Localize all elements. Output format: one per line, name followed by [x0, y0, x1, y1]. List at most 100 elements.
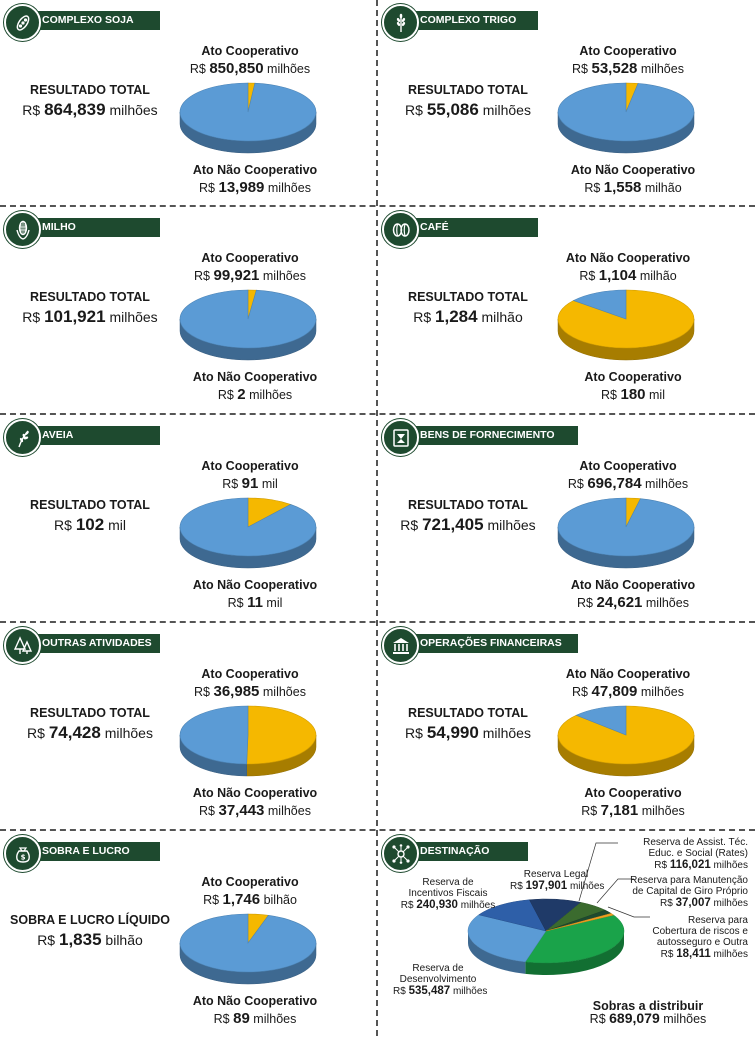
- pie-slice-6-side: [525, 931, 624, 975]
- slice-title: Ato Cooperativo: [579, 44, 677, 58]
- slice-value: R$ 7,181 milhões: [553, 802, 713, 819]
- ato-cooperativo-label: Ato Cooperativo R$ 36,985 milhões: [170, 667, 330, 700]
- destinacao-item-label: Desenvolvimento: [399, 974, 477, 985]
- pie-slice-5: [545, 913, 615, 932]
- total-value: R$ 1,284 milhão: [388, 307, 548, 327]
- destinacao-item-label: Sobras a distribuir: [592, 999, 704, 1013]
- amount: 11: [247, 594, 263, 611]
- slice-value: R$ 2 milhões: [175, 386, 335, 403]
- horizontal-divider: [0, 621, 755, 623]
- panel-destinacao: DESTINAÇÃO Reserva de Desenvolvimento R$ 5…: [378, 831, 755, 1036]
- amount: 24,621: [596, 594, 643, 611]
- unit: milhões: [569, 881, 605, 892]
- slice-title: Ato Cooperativo: [201, 667, 299, 681]
- amount: 696,784: [587, 475, 642, 492]
- ato-nao-cooperativo-label: Ato Não Cooperativo R$ 24,621 milhões: [553, 578, 713, 611]
- amount: 2: [237, 386, 246, 403]
- ato-cooperativo-label: Ato Cooperativo R$ 99,921 milhões: [170, 251, 330, 284]
- destinacao-item-value: R$ 116,021 milhões: [608, 859, 748, 871]
- amount: 74,428: [48, 723, 101, 742]
- leader-line: [596, 878, 634, 904]
- pie-chart: [179, 289, 317, 361]
- unit: milhões: [253, 1012, 297, 1026]
- slice-title: Ato Não Cooperativo: [192, 370, 318, 384]
- pie-slice-cooperative: [179, 289, 317, 349]
- panel-soja: COMPLEXO SOJA RESULTADO TOTAL R$ 864,839 m…: [0, 0, 377, 207]
- pie-slice-cooperative: [557, 82, 695, 142]
- oat-icon: [4, 419, 41, 456]
- resultado-total: RESULTADO TOTAL R$ 74,428 milhões: [10, 706, 170, 743]
- currency: R$: [227, 596, 244, 610]
- slice-title: Ato Não Cooperativo: [565, 667, 691, 681]
- ato-cooperativo-label: Ato Cooperativo R$ 696,784 milhões: [548, 459, 708, 492]
- unit: milhões: [641, 804, 685, 818]
- amount: 54,990: [426, 723, 479, 742]
- destinacao-item-label: de Capital de Giro Próprio: [632, 886, 748, 897]
- destinacao-pie-chart: [467, 842, 650, 975]
- destinacao-label: Reserva Legal R$ 197,901 milhões: [510, 869, 605, 892]
- wheat-icon: [382, 4, 419, 41]
- currency: R$: [659, 898, 673, 909]
- unit: milhões: [104, 725, 153, 741]
- coffee-icon: [382, 211, 419, 248]
- currency: R$: [189, 62, 206, 76]
- destinacao-item-label: Reserva de: [412, 963, 464, 974]
- amount: 99,921: [213, 267, 260, 284]
- pie-chart: [557, 705, 695, 777]
- amount: 1,835: [58, 930, 102, 949]
- total-value: R$ 721,405 milhões: [388, 515, 548, 535]
- panel-aveia: AVEIA RESULTADO TOTAL R$ 102 mil Ato Cooper…: [0, 415, 377, 622]
- slice-title: Ato Não Cooperativo: [570, 163, 696, 177]
- amount: 53,528: [591, 60, 638, 77]
- currency: R$: [572, 62, 589, 76]
- currency: R$: [400, 900, 414, 911]
- total-label: RESULTADO TOTAL: [408, 290, 528, 304]
- panel-financeiras: OPERAÇÕES FINANCEIRAS RESULTADO TOTAL R$ 5…: [378, 623, 755, 830]
- currency: R$: [405, 102, 423, 118]
- panel-header: OUTRAS ATIVIDADES: [20, 634, 160, 653]
- slice-value: R$ 1,746 bilhão: [170, 891, 330, 908]
- total-label: SOBRA E LUCRO LÍQUIDO: [10, 913, 170, 927]
- slice-value: R$ 1,104 milhão: [548, 267, 708, 284]
- unit: milhões: [267, 62, 311, 76]
- panel-bens: BENS DE FORNECIMENTO RESULTADO TOTAL R$ 72…: [378, 415, 755, 622]
- unit: mil: [649, 388, 665, 402]
- currency: R$: [577, 596, 594, 610]
- pie-chart: [179, 705, 317, 777]
- amount: 89: [233, 1010, 250, 1027]
- amount: 37,443: [218, 802, 265, 819]
- slice-title: Ato Cooperativo: [201, 251, 299, 265]
- amount: 180: [620, 386, 646, 403]
- slice-value: R$ 24,621 milhões: [553, 594, 713, 611]
- ato-cooperativo-label: Ato Cooperativo R$ 91 mil: [170, 459, 330, 492]
- total-value: R$ 1,835 bilhão: [10, 930, 170, 950]
- amount: 36,985: [213, 683, 260, 700]
- slice-value: R$ 99,921 milhões: [170, 267, 330, 284]
- currency: R$: [393, 986, 406, 997]
- destinacao-label: Reserva de Assist. Téc. Educ. e Social (R…: [608, 837, 748, 871]
- total-label: RESULTADO TOTAL: [30, 83, 150, 97]
- panel-trigo: COMPLEXO TRIGO RESULTADO TOTAL R$ 55,086 m…: [378, 0, 755, 207]
- pie-slice-cooperative: [179, 705, 249, 765]
- destinacao-item-label: Educ. e Social (Rates): [648, 848, 749, 859]
- amount: 101,921: [44, 307, 106, 326]
- currency: R$: [572, 685, 589, 699]
- pie-slice-cooperative: [575, 705, 627, 736]
- pie-slice-non-cooperative: [246, 705, 317, 765]
- panel-header: BENS DE FORNECIMENTO: [398, 426, 578, 445]
- slice-value: R$ 36,985 milhões: [170, 683, 330, 700]
- unit: mil: [261, 477, 278, 491]
- destinacao-item-value: R$ 18,411 milhões: [618, 948, 748, 960]
- currency: R$: [660, 949, 674, 960]
- slice-value: R$ 850,850 milhões: [170, 60, 330, 77]
- unit: milhões: [267, 804, 311, 818]
- currency: R$: [194, 685, 211, 699]
- ato-nao-cooperativo-label: Ato Não Cooperativo R$ 37,443 milhões: [175, 786, 335, 819]
- panel-header: DESTINAÇÃO: [398, 842, 528, 861]
- pie-chart: [557, 497, 695, 569]
- unit: milhão: [644, 181, 682, 195]
- slice-title: Ato Não Cooperativo: [565, 251, 691, 265]
- destinacao-label: Reserva de Desenvolvimento R$ 535,487 milh…: [393, 963, 487, 997]
- resultado-total: RESULTADO TOTAL R$ 102 mil: [10, 498, 170, 535]
